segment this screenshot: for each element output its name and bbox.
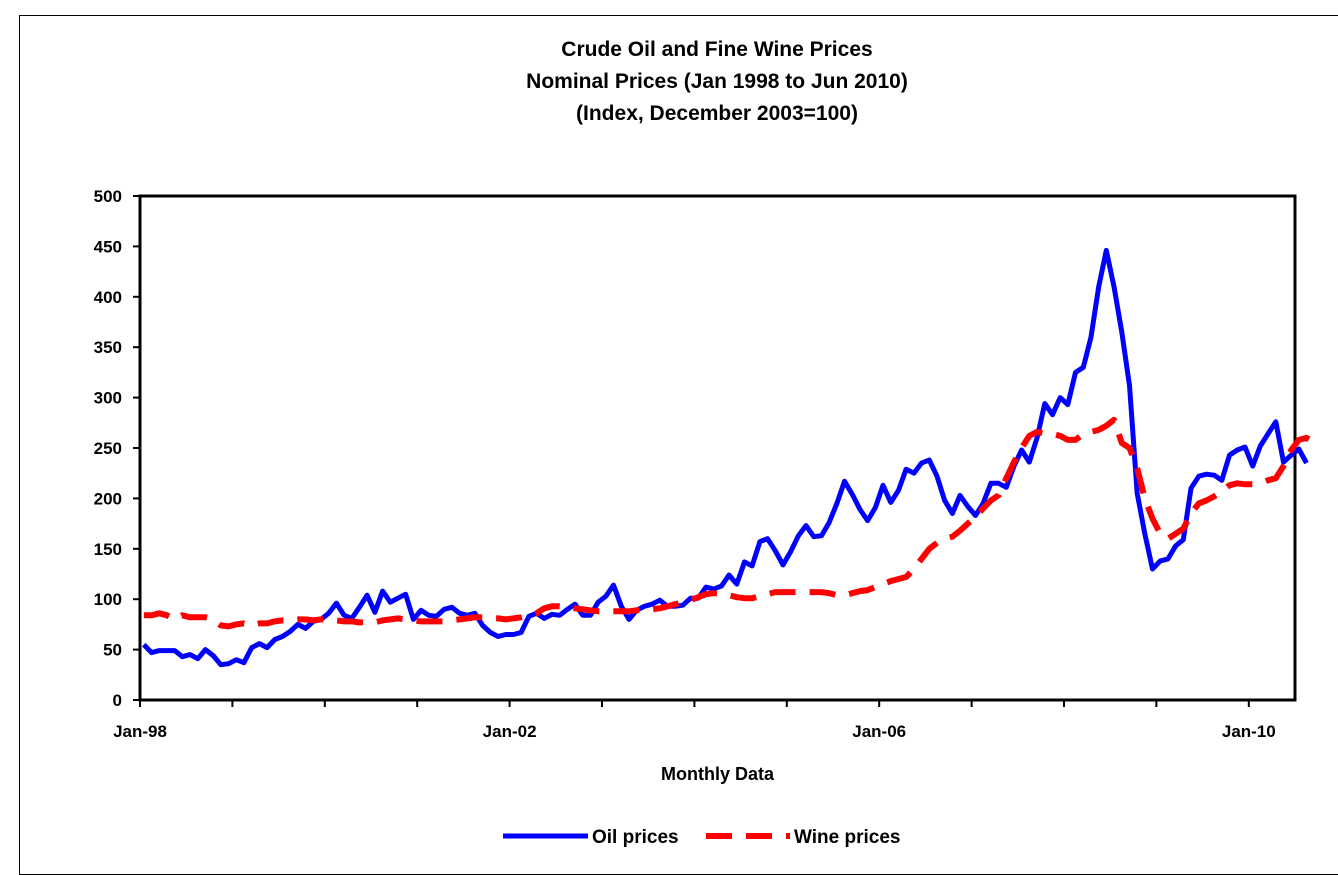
- y-tick-label: 350: [94, 338, 122, 357]
- chart-svg: 0 50 100 150 200 250 300 350 400 450 500 Jan-98 Jan-…: [94, 187, 1316, 848]
- y-tick-label: 150: [94, 540, 122, 559]
- x-axis-label: Monthly Data: [661, 764, 775, 784]
- x-tick-label: Jan-02: [483, 722, 537, 741]
- y-tick-label: 200: [94, 489, 122, 508]
- chart-title: Crude Oil and Fine Wine Prices: [561, 38, 873, 61]
- legend-label-wine: Wine prices: [794, 827, 900, 848]
- x-tick-label: Jan-98: [113, 722, 167, 741]
- series-line-wine-prices: [143, 416, 1316, 630]
- chart-subtitle-index: (Index, December 2003=100): [576, 102, 858, 125]
- series-line-oil-prices: [142, 247, 1309, 668]
- legend-label-oil: Oil prices: [592, 827, 679, 848]
- y-tick-label: 500: [94, 187, 122, 206]
- y-tick-label: 450: [94, 237, 122, 256]
- x-tick-label: Jan-10: [1222, 722, 1276, 741]
- y-tick-label: 400: [94, 288, 122, 307]
- y-tick-label: 50: [103, 641, 122, 660]
- chart-title-block: Crude Oil and Fine Wine Prices Nominal P…: [0, 34, 1338, 130]
- chart-subtitle: Nominal Prices (Jan 1998 to Jun 2010): [526, 70, 908, 93]
- y-tick-label: 250: [94, 439, 122, 458]
- y-tick-label: 0: [113, 691, 122, 710]
- y-tick-label: 300: [94, 389, 122, 408]
- x-tick-label: Jan-06: [852, 722, 906, 741]
- y-tick-label: 100: [94, 590, 122, 609]
